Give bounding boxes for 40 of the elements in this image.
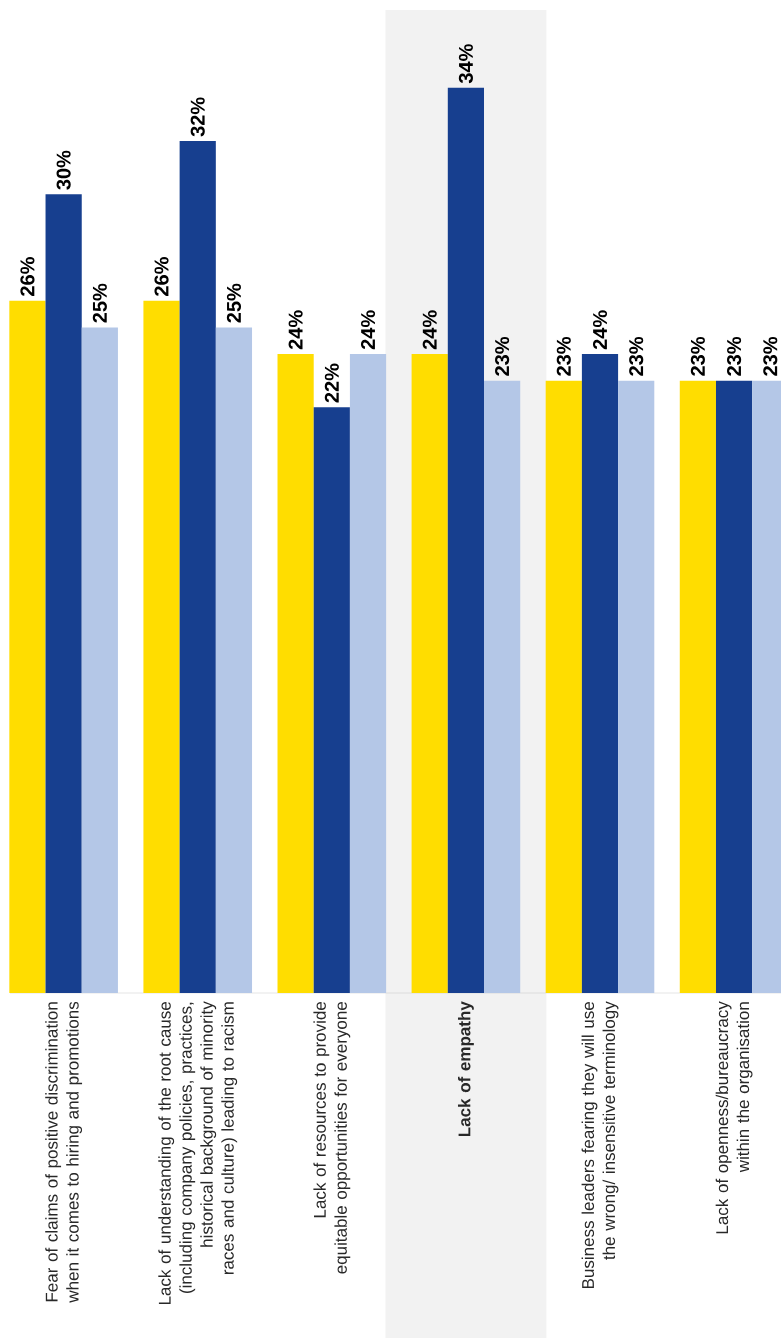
bar — [545, 380, 582, 993]
bar — [411, 354, 448, 993]
bar — [179, 141, 216, 993]
data-label: 23% — [763, 336, 778, 376]
bar — [349, 354, 387, 993]
data-label: 32% — [190, 97, 205, 137]
data-label: 24% — [360, 310, 376, 350]
data-label: 34% — [458, 44, 473, 84]
x-tick-label: Fear of claims of positive discrimination when it comes to hiring and promotions — [45, 1001, 83, 1303]
data-label: 24% — [422, 310, 437, 350]
data-label: 23% — [556, 336, 571, 376]
data-label: 23% — [726, 336, 742, 376]
bar — [313, 407, 350, 993]
x-tick-label: Lack of resources to provide equitable opportunities for everyone — [313, 1001, 351, 1274]
x-tick-label: Business leaders fearing they will use the wrong/ insensitive terminology — [581, 1001, 619, 1289]
x-tick-label: Lack of openness/bureaucracy within the organisation — [715, 1001, 753, 1234]
data-label: 24% — [592, 310, 608, 350]
bar — [9, 300, 46, 993]
data-label: 23% — [495, 336, 510, 376]
data-label: 23% — [629, 336, 644, 376]
x-tick-label: Lack of empathy — [457, 1001, 474, 1137]
bar — [447, 87, 484, 993]
data-label: 25% — [226, 283, 242, 323]
bar — [618, 380, 655, 993]
bar — [45, 194, 82, 993]
bar — [581, 354, 619, 993]
data-label: 22% — [324, 363, 339, 403]
bar — [143, 300, 180, 993]
data-label: 24% — [288, 310, 303, 350]
bar — [81, 327, 118, 993]
data-label: 23% — [690, 336, 705, 376]
data-label: 25% — [92, 283, 107, 323]
data-label: 26% — [154, 257, 169, 296]
data-label: 30% — [56, 150, 71, 190]
data-label: 26% — [20, 257, 35, 296]
x-tick-label: Lack of understanding of the root cause (including company policies, practices, historical background of minority races and culture) leading to racism — [158, 1001, 238, 1305]
bar — [215, 327, 253, 993]
bar — [484, 380, 521, 993]
bar — [277, 354, 314, 993]
bar — [679, 380, 716, 993]
